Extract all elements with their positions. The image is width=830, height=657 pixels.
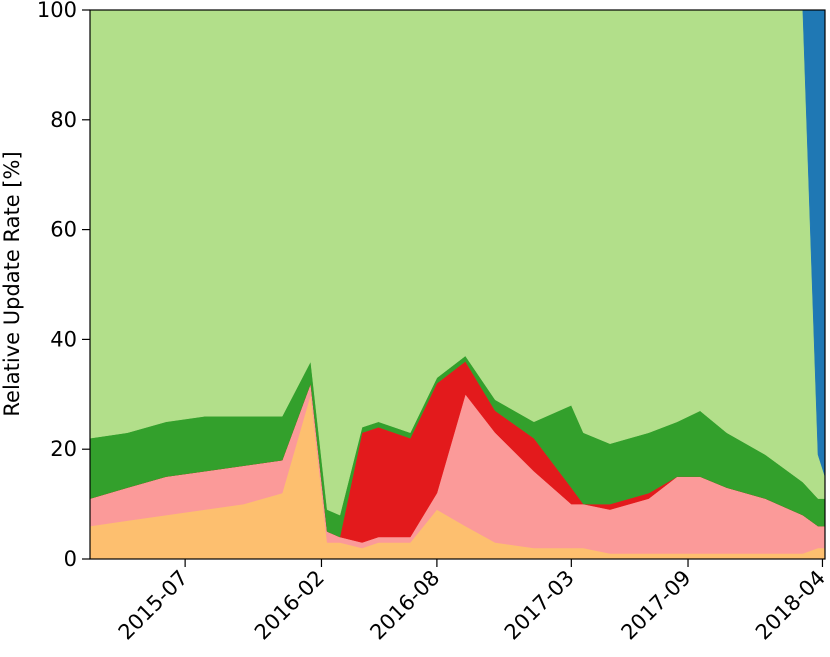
y-tick-label: 20 — [50, 437, 77, 461]
x-tick-label: 2018-04 — [751, 566, 830, 645]
series-areas — [89, 9, 826, 560]
plot-frame — [89, 9, 826, 560]
y-axis-label: Relative Update Rate [%] — [0, 151, 24, 416]
y-tick-label: 0 — [64, 547, 77, 571]
x-tick-label: 2016-08 — [365, 566, 444, 645]
y-tick-label: 60 — [50, 218, 77, 242]
x-axis: 2015-07 2016-02 2016-08 2017-03 2017-09 2018-… — [114, 559, 830, 645]
y-tick-label: 100 — [37, 0, 77, 22]
x-tick-label: 2017-09 — [617, 566, 696, 645]
y-axis: 0 20 40 60 80 100 — [37, 0, 90, 571]
x-tick-label: 2017-03 — [500, 566, 579, 645]
x-tick-label: 2016-02 — [250, 566, 329, 645]
x-tick-label: 2015-07 — [114, 566, 193, 645]
y-tick-label: 40 — [50, 327, 77, 351]
y-tick-label: 80 — [50, 108, 77, 132]
